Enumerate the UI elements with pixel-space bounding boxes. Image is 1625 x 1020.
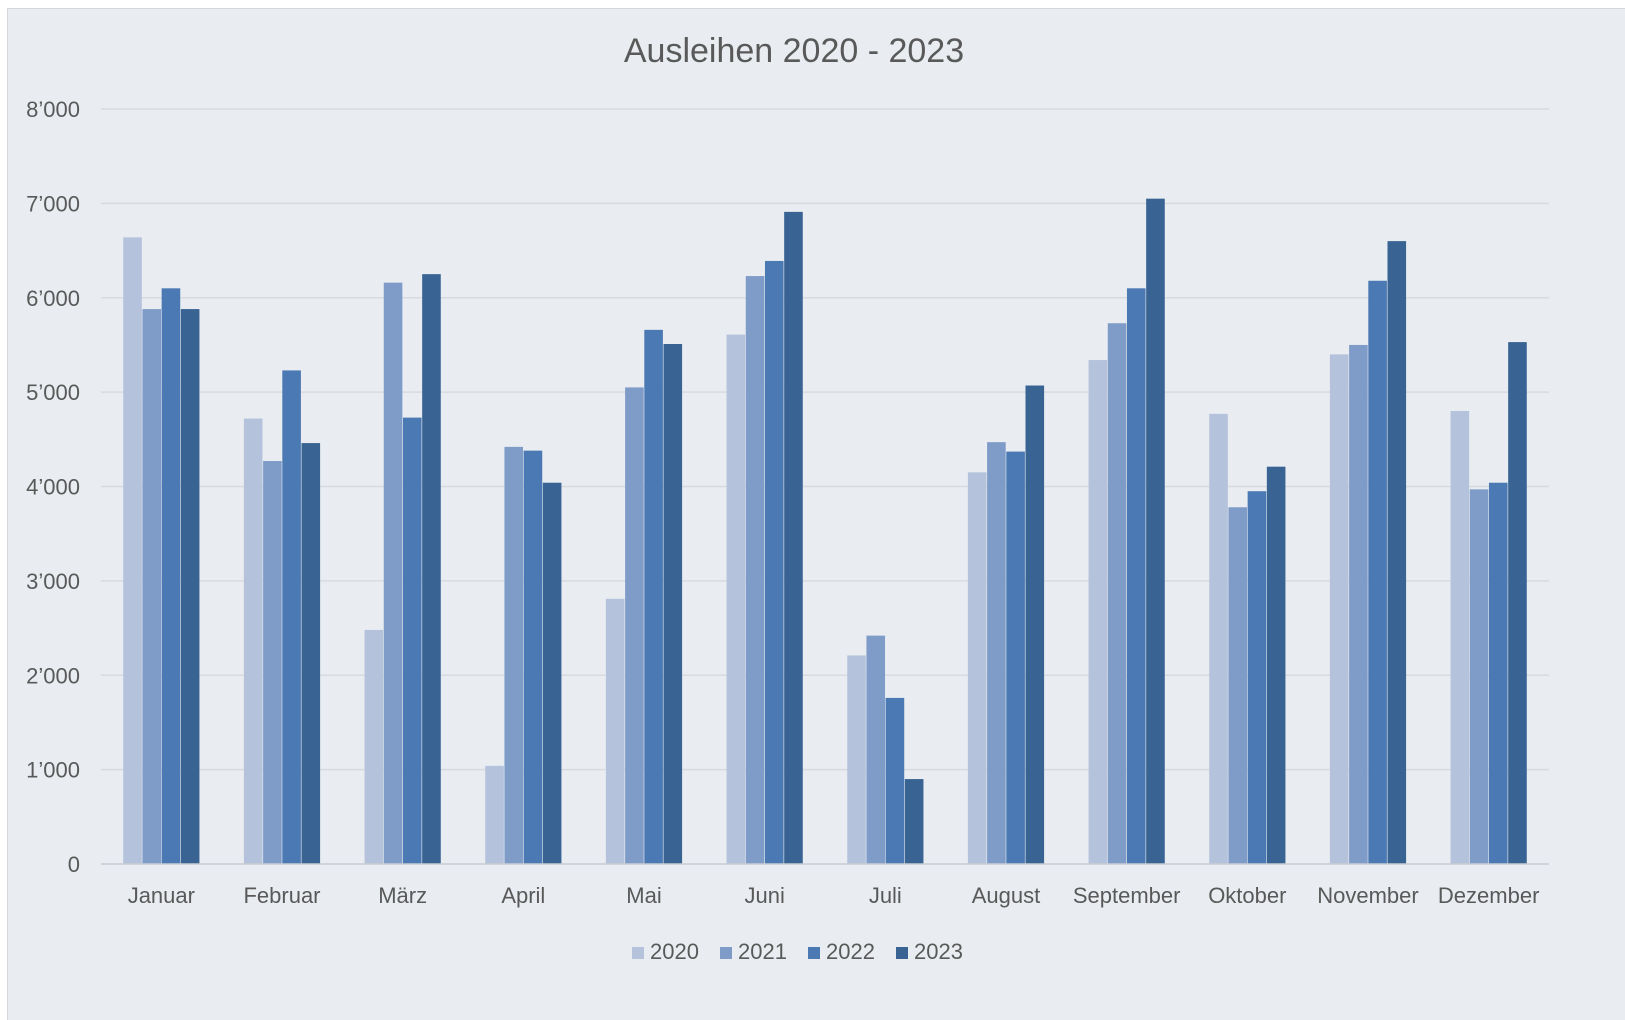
bar-2020-november	[1329, 354, 1349, 864]
bar-2023-august	[1025, 385, 1045, 864]
legend-label-2021: 2021	[738, 939, 787, 964]
bar-2020-juli	[847, 655, 866, 864]
bar-2021-juli	[866, 635, 886, 864]
bar-2022-mai	[644, 329, 663, 864]
bar-2022-september	[1126, 288, 1146, 864]
bar-2022-august	[1006, 451, 1025, 864]
bar-2021-märz	[383, 282, 403, 864]
x-tick-label: Juni	[744, 883, 784, 908]
bar-2023-november	[1387, 241, 1407, 864]
gridlines	[101, 108, 1549, 771]
bar-2020-mai	[605, 598, 625, 864]
bar-2022-oktober	[1247, 491, 1267, 864]
bar-2022-juni	[764, 260, 784, 865]
legend-label-2022: 2022	[826, 939, 875, 964]
bar-2021-mai	[625, 387, 644, 864]
y-tick-label: 4’000	[26, 475, 80, 500]
bar-2021-dezember	[1469, 489, 1489, 864]
bar-2021-januar	[142, 309, 162, 864]
legend: 2020 2021 2022 2023	[632, 939, 963, 964]
chart-title: Ausleihen 2020 - 2023	[624, 32, 964, 70]
x-tick-label: November	[1317, 883, 1418, 908]
y-tick-label: 5’000	[26, 380, 80, 405]
x-tick-label: April	[501, 883, 545, 908]
y-tick-label: 6’000	[26, 286, 80, 311]
x-tick-label: Januar	[128, 883, 195, 908]
chart-area: Ausleihen 2020 - 2023 0 1’000 2’000 3’000 4’…	[7, 8, 1625, 1020]
bar-2022-november	[1368, 280, 1387, 864]
bar-2020-juni	[726, 334, 746, 864]
bar-2021-august	[987, 442, 1006, 864]
x-tick-label: September	[1073, 883, 1181, 908]
bar-2023-juni	[784, 211, 803, 864]
bar-2022-juli	[885, 697, 905, 864]
y-tick-label: 1’000	[26, 758, 80, 783]
x-tick-label: Februar	[243, 883, 320, 908]
bar-2020-januar	[123, 237, 142, 865]
y-axis-ticks: 0 1’000 2’000 3’000 4’000 5’000 6’000 7’000 8’00…	[26, 97, 80, 877]
bars	[123, 198, 1527, 865]
bar-2023-januar	[180, 309, 200, 864]
bar-2023-februar	[301, 443, 321, 864]
legend-swatch-2021	[720, 947, 732, 959]
bar-2020-oktober	[1209, 413, 1228, 864]
y-tick-label: 8’000	[26, 97, 80, 122]
bar-2022-märz	[402, 417, 422, 864]
bar-2023-oktober	[1266, 466, 1286, 864]
bar-2021-april	[504, 446, 524, 864]
legend-label-2020: 2020	[650, 939, 699, 964]
x-tick-label: Juli	[869, 883, 902, 908]
bar-2021-juni	[745, 276, 765, 864]
legend-swatch-2023	[896, 947, 908, 959]
bar-2020-august	[967, 472, 987, 864]
x-tick-label: Mai	[626, 883, 661, 908]
bar-2020-märz	[364, 629, 384, 864]
bar-2020-april	[485, 765, 504, 864]
bar-2022-januar	[161, 288, 181, 864]
bar-2020-dezember	[1450, 411, 1470, 864]
bar-2023-dezember	[1508, 342, 1527, 864]
bar-2023-september	[1146, 198, 1165, 864]
bar-2020-februar	[243, 418, 263, 864]
bar-2023-mai	[663, 343, 683, 864]
bar-2021-februar	[263, 461, 282, 864]
bar-2021-oktober	[1228, 507, 1248, 864]
bar-2023-april	[542, 482, 562, 864]
y-tick-label: 3’000	[26, 569, 80, 594]
bar-2021-november	[1349, 344, 1368, 864]
y-tick-label: 7’000	[26, 191, 80, 216]
x-tick-label: August	[972, 883, 1041, 908]
bar-2023-märz	[422, 274, 441, 864]
bar-2023-juli	[904, 779, 924, 864]
y-tick-label: 0	[68, 852, 80, 877]
bar-2022-februar	[282, 370, 301, 864]
bar-2021-september	[1107, 323, 1127, 864]
bar-2022-dezember	[1488, 482, 1508, 864]
legend-label-2023: 2023	[914, 939, 963, 964]
legend-swatch-2022	[808, 947, 820, 959]
x-tick-label: Dezember	[1438, 883, 1539, 908]
bar-2020-september	[1088, 360, 1108, 864]
legend-swatch-2020	[632, 947, 644, 959]
y-tick-label: 2’000	[26, 663, 80, 688]
bar-chart: Ausleihen 2020 - 2023 0 1’000 2’000 3’000 4’…	[26, 32, 1549, 964]
x-axis-ticks: Januar Februar März April Mai Juni Juli August S…	[128, 883, 1540, 908]
x-tick-label: März	[378, 883, 427, 908]
x-tick-label: Oktober	[1208, 883, 1286, 908]
bar-2022-april	[523, 450, 543, 864]
